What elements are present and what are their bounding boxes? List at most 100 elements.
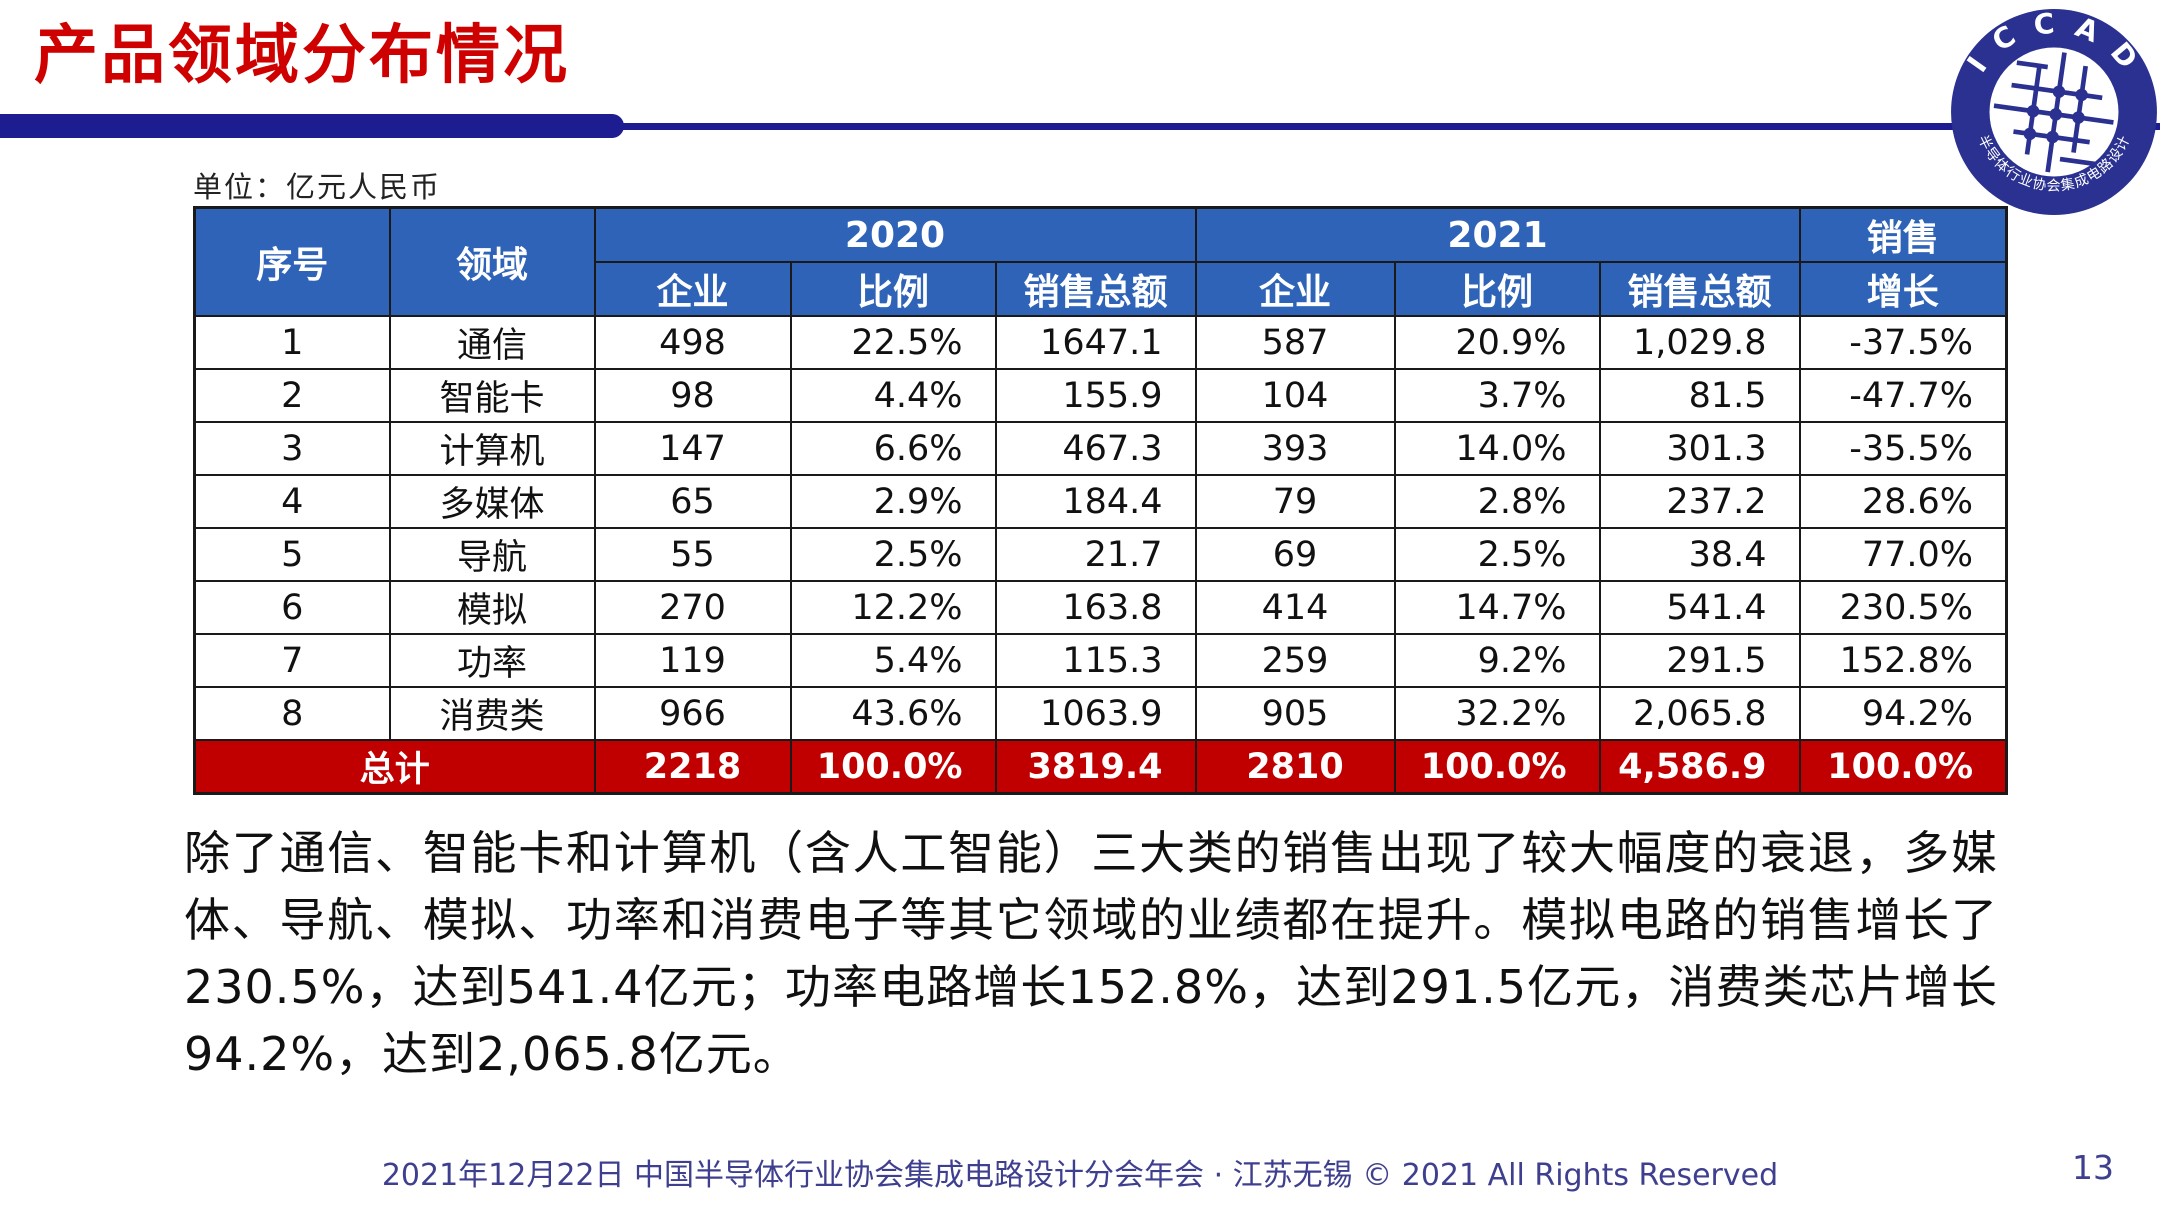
cell-domain: 导航 — [388, 527, 596, 582]
table-row: 8 消费类 966 43.6% 1063.9 905 32.2% 2,065.8… — [193, 686, 2008, 741]
cell-growth: 94.2% — [1798, 686, 2008, 741]
total-company-2021: 2810 — [1194, 739, 1396, 795]
cell-company-2020: 98 — [593, 368, 792, 423]
cell-sales-2021: 38.4 — [1598, 527, 1801, 582]
cell-company-2021: 393 — [1194, 421, 1396, 476]
cell-company-2021: 69 — [1194, 527, 1396, 582]
table-row: 5 导航 55 2.5% 21.7 69 2.5% 38.4 77.0% — [193, 527, 2008, 582]
cell-company-2021: 587 — [1194, 315, 1396, 370]
cell-growth: 152.8% — [1798, 633, 2008, 688]
cell-company-2021: 79 — [1194, 474, 1396, 529]
cell-ratio-2021: 9.2% — [1393, 633, 1601, 688]
summary-paragraph: 除了通信、智能卡和计算机（含人工智能）三大类的销售出现了较大幅度的衰退，多媒体、… — [184, 826, 1998, 1081]
cell-ratio-2021: 14.0% — [1393, 421, 1601, 476]
cell-growth: 230.5% — [1798, 580, 2008, 635]
total-ratio-2021: 100.0% — [1393, 739, 1601, 795]
cell-company-2021: 104 — [1194, 368, 1396, 423]
cell-domain: 通信 — [388, 315, 596, 370]
cell-ratio-2020: 12.2% — [789, 580, 997, 635]
header-row-groups: 序号 领域 2020 2021 销售 — [193, 206, 2008, 317]
table-row: 3 计算机 147 6.6% 467.3 393 14.0% 301.3 -35… — [193, 421, 2008, 476]
cell-domain: 消费类 — [388, 686, 596, 741]
table-row: 6 模拟 270 12.2% 163.8 414 14.7% 541.4 230… — [193, 580, 2008, 635]
cell-domain: 模拟 — [388, 580, 596, 635]
cell-sales-2021: 1,029.8 — [1598, 315, 1801, 370]
cell-company-2020: 498 — [593, 315, 792, 370]
col-header-domain: 领域 — [388, 206, 596, 317]
cell-sales-2021: 237.2 — [1598, 474, 1801, 529]
cell-company-2020: 147 — [593, 421, 792, 476]
cell-sales-2020: 467.3 — [994, 421, 1197, 476]
total-label: 总计 — [193, 739, 596, 795]
col-header-company-2021: 企业 — [1194, 261, 1396, 317]
cell-company-2020: 966 — [593, 686, 792, 741]
cell-ratio-2020: 22.5% — [789, 315, 997, 370]
cell-no: 5 — [193, 527, 391, 582]
cell-ratio-2020: 4.4% — [789, 368, 997, 423]
col-header-ratio-2021: 比例 — [1393, 261, 1601, 317]
cell-growth: 77.0% — [1798, 527, 2008, 582]
page-number: 13 — [2072, 1148, 2114, 1187]
cell-growth: -35.5% — [1798, 421, 2008, 476]
cell-company-2020: 55 — [593, 527, 792, 582]
col-header-growth-top: 销售 — [1798, 206, 2008, 263]
cell-domain: 功率 — [388, 633, 596, 688]
cell-growth: 28.6% — [1798, 474, 2008, 529]
cell-sales-2021: 291.5 — [1598, 633, 1801, 688]
cell-no: 7 — [193, 633, 391, 688]
cell-domain: 计算机 — [388, 421, 596, 476]
cell-ratio-2021: 2.5% — [1393, 527, 1601, 582]
cell-sales-2020: 163.8 — [994, 580, 1197, 635]
col-group-2021: 2021 — [1194, 206, 1801, 263]
total-ratio-2020: 100.0% — [789, 739, 997, 795]
total-sales-2021: 4,586.9 — [1598, 739, 1801, 795]
col-header-growth-bottom: 增长 — [1798, 261, 2008, 317]
col-header-sales-2021: 销售总额 — [1598, 261, 1801, 317]
total-company-2020: 2218 — [593, 739, 792, 795]
page-title: 产品领域分布情况 — [34, 19, 570, 93]
cell-sales-2020: 1063.9 — [994, 686, 1197, 741]
cell-sales-2020: 1647.1 — [994, 315, 1197, 370]
title-underline-thin — [0, 123, 2160, 130]
cell-company-2020: 65 — [593, 474, 792, 529]
table-row: 2 智能卡 98 4.4% 155.9 104 3.7% 81.5 -47.7% — [193, 368, 2008, 423]
cell-ratio-2021: 20.9% — [1393, 315, 1601, 370]
iccad-logo: I C C A D 中国半导体行业协会集成电路设计分会 — [1950, 8, 2157, 215]
cell-sales-2020: 115.3 — [994, 633, 1197, 688]
total-sales-2020: 3819.4 — [994, 739, 1197, 795]
cell-growth: -47.7% — [1798, 368, 2008, 423]
table-row: 7 功率 119 5.4% 115.3 259 9.2% 291.5 152.8… — [193, 633, 2008, 688]
total-growth: 100.0% — [1798, 739, 2008, 795]
table-row: 1 通信 498 22.5% 1647.1 587 20.9% 1,029.8 … — [193, 315, 2008, 370]
cell-sales-2020: 155.9 — [994, 368, 1197, 423]
header-row-subs: 企业 比例 销售总额 企业 比例 销售总额 增长 — [195, 261, 2008, 317]
table-row: 4 多媒体 65 2.9% 184.4 79 2.8% 237.2 28.6% — [193, 474, 2008, 529]
col-header-ratio-2020: 比例 — [789, 261, 997, 317]
cell-growth: -37.5% — [1798, 315, 2008, 370]
cell-company-2021: 905 — [1194, 686, 1396, 741]
cell-ratio-2021: 14.7% — [1393, 580, 1601, 635]
cell-company-2021: 259 — [1194, 633, 1396, 688]
logo-grid-icon — [1993, 52, 2114, 173]
cell-domain: 多媒体 — [388, 474, 596, 529]
cell-ratio-2020: 2.5% — [789, 527, 997, 582]
cell-no: 2 — [193, 368, 391, 423]
cell-sales-2021: 81.5 — [1598, 368, 1801, 423]
col-header-no: 序号 — [193, 206, 391, 317]
cell-company-2020: 270 — [593, 580, 792, 635]
cell-sales-2020: 184.4 — [994, 474, 1197, 529]
table-total-row: 总计 2218 100.0% 3819.4 2810 100.0% 4,586.… — [193, 739, 2008, 795]
col-group-2020: 2020 — [593, 206, 1197, 263]
cell-ratio-2021: 2.8% — [1393, 474, 1601, 529]
cell-no: 3 — [193, 421, 391, 476]
cell-no: 1 — [193, 315, 391, 370]
cell-ratio-2020: 43.6% — [789, 686, 997, 741]
product-domain-table: 序号 领域 2020 2021 销售 企业 比例 销售总额 企业 比例 销售总额… — [193, 206, 2009, 795]
cell-no: 8 — [193, 686, 391, 741]
cell-ratio-2021: 32.2% — [1393, 686, 1601, 741]
cell-company-2020: 119 — [593, 633, 792, 688]
cell-no: 4 — [193, 474, 391, 529]
cell-ratio-2020: 2.9% — [789, 474, 997, 529]
title-underline-thick — [0, 114, 624, 138]
